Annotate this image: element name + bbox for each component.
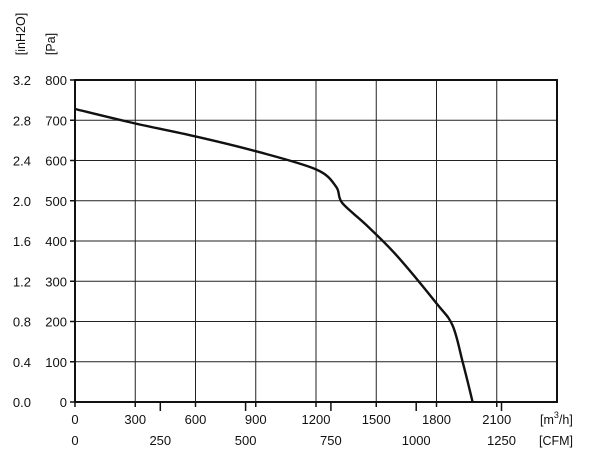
x-primary-tick-label: 1800 bbox=[422, 412, 451, 427]
x-secondary-unit-label: [CFM] bbox=[539, 434, 573, 448]
y-primary-tick-label: 800 bbox=[45, 73, 67, 88]
y-secondary-unit-label: [inH2O] bbox=[14, 13, 28, 55]
x-primary-tick-label: 600 bbox=[185, 412, 207, 427]
y-primary-tick-label: 300 bbox=[45, 274, 67, 289]
x-secondary-tick-label: 1000 bbox=[402, 433, 431, 448]
y-primary-tick-label: 0 bbox=[60, 395, 67, 410]
tick-marks bbox=[70, 79, 503, 411]
tick-labels: 0 100 200 300 400 500 600 700 800 0.0 0.4 0.8 1.2 1.6… bbox=[13, 73, 516, 448]
y-secondary-tick-label: 0.4 bbox=[13, 355, 31, 370]
x-primary-tick-label: 1200 bbox=[302, 412, 331, 427]
y-secondary-tick-label: 3.2 bbox=[13, 73, 31, 88]
y-secondary-tick-label: 0.8 bbox=[13, 315, 31, 330]
y-secondary-tick-label: 2.4 bbox=[13, 154, 31, 169]
x-primary-tick-label: 2100 bbox=[482, 412, 511, 427]
x-primary-tick-label: 900 bbox=[245, 412, 267, 427]
y-secondary-tick-label: 2.8 bbox=[13, 113, 31, 128]
x-secondary-tick-label: 500 bbox=[235, 433, 257, 448]
x-secondary-tick-label: 250 bbox=[149, 433, 171, 448]
x-secondary-tick-label: 750 bbox=[320, 433, 342, 448]
x-secondary-tick-label: 0 bbox=[71, 433, 78, 448]
y-primary-tick-label: 100 bbox=[45, 355, 67, 370]
y-secondary-tick-label: 1.6 bbox=[13, 234, 31, 249]
x-secondary-tick-label: 1250 bbox=[487, 433, 516, 448]
curves bbox=[74, 107, 474, 403]
y-primary-tick-label: 600 bbox=[45, 154, 67, 169]
y-primary-tick-label: 200 bbox=[45, 315, 67, 330]
grid bbox=[75, 80, 557, 402]
x-primary-unit-label: [m3/h] bbox=[540, 410, 573, 427]
y-primary-tick-label: 500 bbox=[45, 194, 67, 209]
x-primary-tick-label: 0 bbox=[71, 412, 78, 427]
y-primary-unit-label: [Pa] bbox=[44, 33, 58, 55]
x-primary-tick-label: 300 bbox=[124, 412, 146, 427]
y-secondary-tick-label: 1.2 bbox=[13, 274, 31, 289]
y-primary-tick-label: 400 bbox=[45, 234, 67, 249]
y-secondary-tick-label: 0.0 bbox=[13, 395, 31, 410]
y-primary-tick-label: 700 bbox=[45, 113, 67, 128]
performance-curve bbox=[74, 107, 474, 403]
x-primary-tick-label: 1500 bbox=[362, 412, 391, 427]
y-secondary-tick-label: 2.0 bbox=[13, 194, 31, 209]
